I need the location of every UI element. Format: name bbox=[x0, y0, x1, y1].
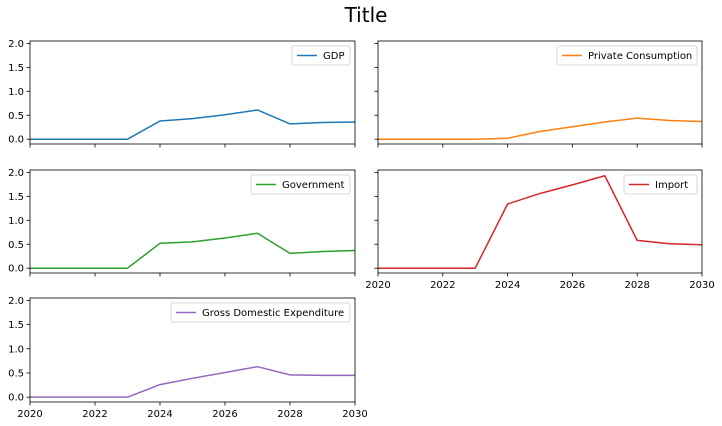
axes-frame bbox=[377, 169, 703, 274]
x-tick-label: 2024 bbox=[495, 280, 520, 291]
x-tick-label: 2030 bbox=[342, 409, 367, 420]
y-tick-label: 2.0 bbox=[8, 39, 24, 50]
legend-label: Gross Domestic Expenditure bbox=[202, 308, 344, 319]
series-line bbox=[30, 109, 356, 140]
y-tick-label: 2.0 bbox=[8, 296, 24, 307]
legend-box bbox=[623, 174, 698, 195]
legend-label: Import bbox=[655, 180, 688, 191]
legend-box bbox=[556, 45, 698, 66]
y-tick-label: 1.5 bbox=[8, 192, 24, 203]
x-tick-label: 2028 bbox=[277, 409, 302, 420]
figure-title: Title bbox=[344, 3, 388, 27]
y-tick-label: 0.5 bbox=[8, 240, 24, 251]
y-tick-label: 2.0 bbox=[8, 168, 24, 179]
legend: Import bbox=[623, 174, 698, 195]
x-tick-label: 2028 bbox=[624, 280, 649, 291]
series-line bbox=[30, 365, 355, 398]
x-tick-label: 2024 bbox=[147, 409, 172, 420]
axes-frame bbox=[29, 297, 356, 403]
legend: Private Consumption bbox=[556, 45, 698, 66]
legend-label: GDP bbox=[323, 51, 344, 62]
legend: GDP bbox=[291, 45, 351, 66]
subplot-3: 0.0 0.5 1.0 1.5 2.0 Government bbox=[8, 168, 356, 277]
y-tick-label: 1.5 bbox=[8, 320, 24, 331]
y-tick-label: 1.0 bbox=[8, 344, 24, 355]
y-tick-label: 0.0 bbox=[8, 393, 24, 404]
legend-label: Private Consumption bbox=[588, 51, 692, 62]
subplot-1: 0.0 0.5 1.0 1.5 2.0 GDP bbox=[8, 39, 356, 148]
series-line bbox=[30, 232, 356, 269]
subplot-5: 2020 2022 2024 2026 2028 2030 0.0 0.5 1.0 1.5 2.0 G… bbox=[8, 296, 368, 420]
x-tick-label: 2026 bbox=[212, 409, 237, 420]
x-tick-label: 2026 bbox=[560, 280, 585, 291]
legend: Gross Domestic Expenditure bbox=[170, 302, 351, 323]
legend-label: Government bbox=[282, 180, 344, 191]
y-tick-label: 0.5 bbox=[8, 111, 24, 122]
y-tick-label: 0.0 bbox=[8, 264, 24, 275]
y-tick-label: 1.5 bbox=[8, 63, 24, 74]
axes-frame bbox=[29, 40, 356, 145]
axes-frame bbox=[29, 169, 356, 274]
subplot-4: 2020 2022 2024 2026 2028 2030 Import bbox=[365, 169, 715, 291]
y-tick-label: 1.0 bbox=[8, 216, 24, 227]
legend-box bbox=[291, 45, 351, 66]
series-line bbox=[378, 117, 703, 140]
y-tick-label: 0.5 bbox=[8, 368, 24, 379]
subplot-2: Private Consumption bbox=[374, 40, 703, 148]
x-tick-label: 2020 bbox=[17, 409, 42, 420]
legend-box bbox=[250, 174, 351, 195]
legend: Government bbox=[250, 174, 351, 195]
x-tick-label: 2022 bbox=[430, 280, 455, 291]
y-tick-label: 0.0 bbox=[8, 135, 24, 146]
axes-frame bbox=[377, 40, 703, 145]
x-tick-label: 2030 bbox=[689, 280, 714, 291]
legend-box bbox=[170, 302, 351, 323]
x-tick-label: 2020 bbox=[365, 280, 390, 291]
x-tick-label: 2022 bbox=[82, 409, 107, 420]
y-tick-label: 1.0 bbox=[8, 87, 24, 98]
